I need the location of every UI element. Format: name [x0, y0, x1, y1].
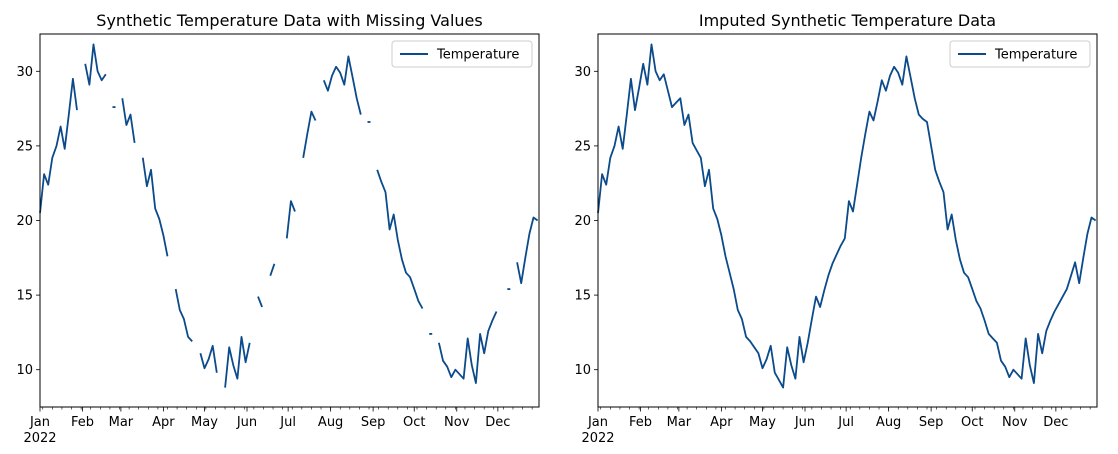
y-tick-label: 10 [574, 363, 591, 378]
temperature-line-segment [39, 77, 78, 214]
x-tick-label: Aug [318, 415, 343, 430]
chart-title: Imputed Synthetic Temperature Data [699, 11, 996, 30]
x-tick-label: Feb [71, 415, 94, 430]
x-tick-label: Aug [876, 415, 901, 430]
x-tick-label: Apr [152, 415, 175, 430]
x-tick-label: Jul [279, 415, 296, 430]
y-tick-label: 20 [574, 214, 591, 229]
temperature-line-segment [257, 296, 263, 308]
left-chart-panel: Synthetic Temperature Data with Missing … [16, 11, 540, 446]
x-year-label: 2022 [581, 431, 614, 446]
x-tick-label: Sep [361, 415, 386, 430]
y-tick-label: 15 [16, 289, 33, 304]
x-tick-label: Jul [837, 415, 854, 430]
x-tick-label: Dec [1043, 415, 1068, 430]
right-chart-panel: Imputed Synthetic Temperature Data 10 15 20… [574, 11, 1098, 446]
temperature-line-segment [174, 288, 193, 343]
x-tick-label: Oct [961, 415, 983, 430]
temperature-line-segment [285, 200, 296, 239]
x-tick-label: Mar [109, 415, 134, 430]
plot-area-frame [597, 33, 1098, 408]
x-tick-label: May [191, 415, 218, 430]
legend [391, 40, 533, 68]
x-tick-label: Jan [29, 415, 50, 430]
y-tick-label: 30 [574, 65, 591, 80]
x-tick-label: Jan [587, 415, 608, 430]
temperature-line-segment [302, 110, 317, 158]
y-tick-label: 20 [16, 214, 33, 229]
y-tick-label: 25 [16, 139, 33, 154]
x-year-label: 2022 [23, 431, 56, 446]
chart-title: Synthetic Temperature Data with Missing … [96, 11, 482, 30]
x-tick-label: Feb [629, 415, 652, 430]
legend [949, 40, 1091, 68]
temperature-line-segment [322, 55, 362, 115]
x-tick-label: Dec [485, 415, 510, 430]
legend-label: Temperature [436, 48, 519, 63]
x-tick-label: May [749, 415, 776, 430]
y-tick-label: 15 [574, 289, 591, 304]
x-tick-label: Nov [1002, 415, 1028, 430]
temperature-line-segment [597, 43, 1097, 389]
x-tick-label: Mar [667, 415, 692, 430]
temperature-line-segment [269, 263, 276, 276]
temperature-line-segment [84, 43, 107, 86]
legend-label: Temperature [994, 48, 1077, 63]
temperature-line-segment [224, 336, 251, 388]
x-tick-label: Oct [403, 415, 425, 430]
y-tick-label: 10 [16, 363, 33, 378]
y-tick-label: 30 [16, 65, 33, 80]
plot-area-frame [39, 33, 540, 408]
x-tick-label: Jun [236, 415, 257, 430]
x-tick-label: Apr [710, 415, 733, 430]
x-tick-label: Jun [794, 415, 815, 430]
temperature-line-segment [438, 311, 498, 384]
temperature-line-segment [516, 216, 539, 285]
temperature-line-segment [199, 344, 218, 373]
x-tick-label: Sep [919, 415, 944, 430]
x-tick-label: Nov [444, 415, 470, 430]
temperature-line-segment [141, 157, 169, 257]
temperature-line-segment [121, 98, 136, 144]
y-tick-label: 25 [574, 139, 591, 154]
temperature-line-segment [376, 169, 424, 309]
